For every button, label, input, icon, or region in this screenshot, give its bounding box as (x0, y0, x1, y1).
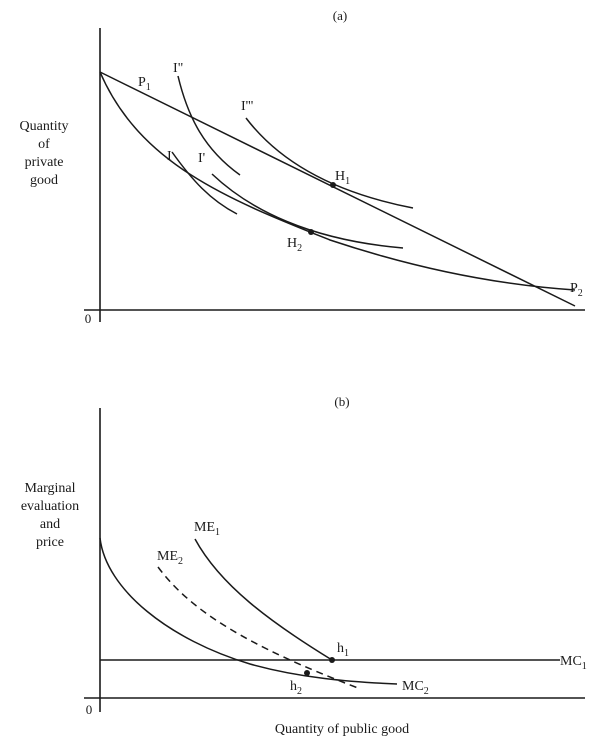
label-h1: H1 (335, 169, 350, 187)
panel-a-ylabel-line3: private (25, 155, 64, 170)
indifference-curve-i-double-prime (177, 75, 241, 176)
point-h2 (308, 229, 314, 235)
label-p2-main: P (570, 281, 578, 296)
label-me2-main: ME (157, 549, 178, 564)
panel-b-ylabel-line1: Marginal (24, 481, 75, 496)
me2-curve (157, 566, 359, 689)
label-me1-sub: 1 (215, 527, 220, 538)
budget-line-p1 (99, 71, 576, 307)
panel-a-ylabel-line2: of (38, 137, 50, 152)
panel-a-title: (a) (333, 8, 347, 23)
label-h1-main: H (335, 169, 345, 184)
label-h2-sub: 2 (297, 243, 302, 254)
panel-b-ylabel-line2: evaluation (21, 499, 79, 514)
label-p1-main: P (138, 75, 146, 90)
label-mc2-sub: 2 (424, 686, 429, 697)
label-mc2: MC2 (402, 679, 429, 697)
panel-b-ylabel-line4: price (36, 535, 64, 550)
budget-curve-p2 (99, 71, 576, 291)
label-i: I (167, 149, 172, 164)
label-mc1-sub: 1 (582, 661, 587, 672)
label-me2: ME2 (157, 549, 183, 567)
label-p1-sub: 1 (146, 82, 151, 93)
label-me1: ME1 (194, 520, 220, 538)
label-p1: P1 (138, 75, 151, 93)
indifference-curve-i-prime (211, 173, 404, 249)
panel-a-ylabel-line4: good (30, 173, 58, 188)
label-h1-sub: 1 (345, 176, 350, 187)
label-h2-small-sub: 2 (297, 686, 302, 697)
label-h2: H2 (287, 236, 302, 254)
panel-b: (b) Marginal evaluation and price 0 ME1 … (21, 394, 587, 737)
panel-b-title: (b) (334, 394, 349, 409)
label-mc1: MC1 (560, 654, 587, 672)
me1-curve (194, 538, 333, 661)
panel-b-ylabel-line3: and (40, 517, 60, 532)
label-h1-small: h1 (337, 641, 349, 659)
point-h2-small (304, 670, 310, 676)
label-i-triple-prime: I''' (241, 99, 253, 114)
label-h1-small-sub: 1 (344, 648, 349, 659)
panel-b-xlabel: Quantity of public good (275, 722, 409, 737)
point-h1-small (329, 657, 335, 663)
panel-b-origin: 0 (86, 702, 93, 717)
label-h2-main: H (287, 236, 297, 251)
label-p2: P2 (570, 281, 583, 299)
panel-a-origin: 0 (85, 311, 92, 326)
label-h2-small: h2 (290, 679, 302, 697)
label-h1-small-main: h (337, 641, 344, 656)
indifference-curve-i-triple-prime (245, 117, 414, 209)
point-h1 (330, 182, 336, 188)
label-i-prime: I' (198, 151, 205, 166)
label-i-double-prime: I" (173, 61, 183, 76)
label-h2-small-main: h (290, 679, 297, 694)
label-me1-main: ME (194, 520, 215, 535)
label-p2-sub: 2 (578, 288, 583, 299)
indifference-curve-i (171, 151, 238, 215)
panel-a-ylabel-line1: Quantity (20, 119, 69, 134)
panel-a: (a) Quantity of private good 0 P1 I" I''… (20, 8, 585, 326)
label-me2-sub: 2 (178, 556, 183, 567)
label-mc2-main: MC (402, 679, 424, 694)
label-mc1-main: MC (560, 654, 582, 669)
mc2-curve (99, 537, 398, 685)
